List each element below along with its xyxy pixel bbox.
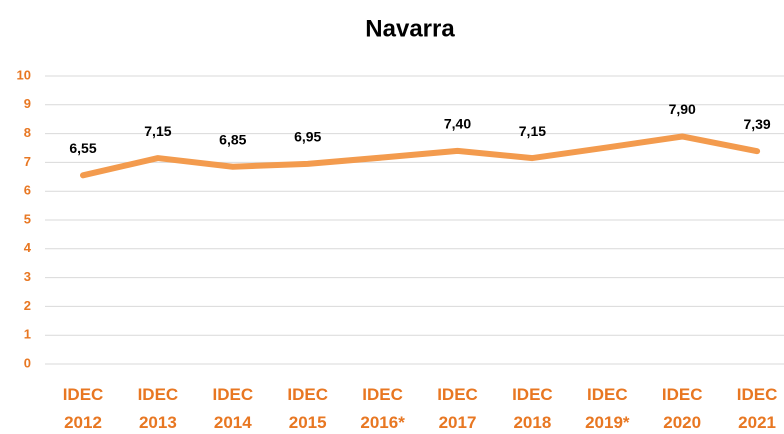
y-tick-label: 3 <box>24 269 31 284</box>
data-label: 6,95 <box>294 129 321 145</box>
chart-title: Navarra <box>365 15 455 42</box>
y-tick-label: 4 <box>24 240 32 255</box>
x-tick-label: IDEC 2018 <box>512 385 553 432</box>
data-label: 6,55 <box>69 140 96 156</box>
x-tick-label: IDEC 2013 <box>137 385 179 432</box>
x-tick-label: IDEC 2017 <box>437 385 478 432</box>
y-tick-label: 9 <box>24 96 31 111</box>
x-tick-label: IDEC 2015 <box>287 385 328 432</box>
x-tick-label: IDEC 2012 <box>62 385 104 432</box>
x-tick-label: IDEC 2020 <box>661 385 703 432</box>
data-line <box>80 133 761 179</box>
y-tick-label: 6 <box>24 183 31 198</box>
y-tick-label: 2 <box>24 298 31 313</box>
data-label: 7,39 <box>743 116 770 132</box>
y-tick-label: 8 <box>24 125 31 140</box>
y-tick-label: 1 <box>24 327 31 342</box>
y-tick-label: 5 <box>24 211 31 226</box>
y-tick-label: 7 <box>24 154 31 169</box>
data-label: 7,15 <box>144 123 171 139</box>
y-tick-label: 0 <box>24 355 31 370</box>
x-tick-label: IDEC 2016* <box>360 385 405 432</box>
x-tick-label: IDEC 2014 <box>212 385 254 432</box>
x-tick-label: IDEC 2021 <box>736 385 778 432</box>
data-label: 7,15 <box>519 123 546 139</box>
y-tick-label: 10 <box>17 67 31 82</box>
data-label: 7,40 <box>444 116 471 132</box>
data-label: 6,85 <box>219 131 246 147</box>
data-label: 7,90 <box>669 101 696 117</box>
x-tick-label: IDEC 2019* <box>585 385 630 432</box>
